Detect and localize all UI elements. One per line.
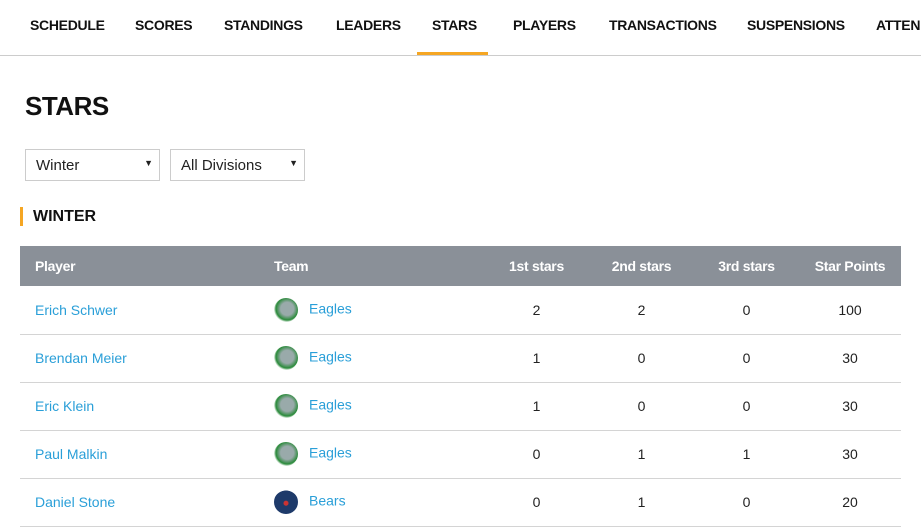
col-third-stars[interactable]: 3rd stars [694,246,799,286]
third-stars-cell: 0 [694,286,799,335]
section-title: WINTER [20,207,96,226]
table-header: Player Team 1st stars 2nd stars 3rd star… [20,246,901,286]
first-stars-cell: 0 [484,478,589,527]
first-stars-cell: 0 [484,430,589,479]
top-nav: SCHEDULE SCORES STANDINGS LEADERS STARS … [0,0,921,56]
tab-players[interactable]: PLAYERS [513,17,576,33]
table-row: Brendan Meier Eagles 1 0 0 30 [20,334,901,383]
third-stars-cell: 1 [694,430,799,479]
third-stars-cell: 0 [694,382,799,431]
team-cell: Eagles [274,286,484,335]
first-stars-cell: 1 [484,382,589,431]
team-cell: Eagles [274,382,484,431]
team-cell: Eagles [274,430,484,479]
bear-logo-icon [274,490,298,514]
team-link[interactable]: Bears [309,492,346,509]
eagle-logo-icon [274,442,298,466]
dropdown-arrow-icon: ▼ [144,158,153,168]
team-link[interactable]: Eagles [309,444,352,461]
season-select[interactable]: Winter ▼ [25,149,160,181]
col-first-stars[interactable]: 1st stars [484,246,589,286]
season-select-value: Winter [36,157,80,174]
col-team[interactable]: Team [274,246,484,286]
star-points-cell: 30 [799,334,901,383]
player-cell: Erich Schwer [20,286,274,335]
second-stars-cell: 1 [589,430,694,479]
eagle-logo-icon [274,297,298,322]
star-points-cell: 20 [799,478,901,527]
col-player[interactable]: Player [20,246,274,286]
player-cell: Paul Malkin [20,430,274,479]
player-link[interactable]: Erich Schwer [35,301,118,318]
player-link[interactable]: Eric Klein [35,398,95,414]
division-select-value: All Divisions [181,157,262,174]
third-stars-cell: 0 [694,478,799,527]
player-cell: Brendan Meier [20,334,274,383]
player-cell: Eric Klein [20,382,274,431]
tab-stars[interactable]: STARS [432,17,477,33]
second-stars-cell: 0 [589,382,694,431]
second-stars-cell: 2 [589,286,694,335]
table-row: Paul Malkin Eagles 0 1 1 30 [20,430,901,479]
page-title: STARS [25,91,109,121]
eagle-logo-icon [274,346,298,370]
tab-leaders[interactable]: LEADERS [336,17,401,33]
tab-suspensions[interactable]: SUSPENSIONS [747,17,845,33]
team-cell: Bears [274,478,484,527]
first-stars-cell: 1 [484,334,589,383]
second-stars-cell: 0 [589,334,694,383]
tab-transactions[interactable]: TRANSACTIONS [609,17,717,33]
star-points-cell: 30 [799,430,901,479]
stars-table: Player Team 1st stars 2nd stars 3rd star… [20,246,901,527]
table-row: Daniel Stone Bears 0 1 0 20 [20,478,901,527]
star-points-cell: 30 [799,382,901,431]
col-second-stars[interactable]: 2nd stars [589,246,694,286]
player-link[interactable]: Paul Malkin [35,446,108,462]
player-cell: Daniel Stone [20,478,274,527]
team-cell: Eagles [274,334,484,383]
active-tab-indicator [417,52,488,55]
dropdown-arrow-icon: ▼ [289,158,298,168]
second-stars-cell: 1 [589,478,694,527]
player-link[interactable]: Brendan Meier [35,350,127,366]
team-link[interactable]: Eagles [309,300,352,317]
tab-attendance[interactable]: ATTENDANCE [876,17,921,33]
player-link[interactable]: Daniel Stone [35,494,116,510]
table-row: Eric Klein Eagles 1 0 0 30 [20,382,901,431]
tab-scores[interactable]: SCORES [135,17,193,33]
tab-schedule[interactable]: SCHEDULE [30,17,105,33]
third-stars-cell: 0 [694,334,799,383]
team-link[interactable]: Eagles [309,396,352,413]
division-select[interactable]: All Divisions ▼ [170,149,305,181]
table-row: Erich Schwer Eagles 2 2 0 100 [20,286,901,335]
first-stars-cell: 2 [484,286,589,335]
star-points-cell: 100 [799,286,901,335]
col-star-points[interactable]: Star Points [799,246,901,286]
team-link[interactable]: Eagles [309,348,352,365]
tab-standings[interactable]: STANDINGS [224,17,303,33]
eagle-logo-icon [274,394,298,418]
